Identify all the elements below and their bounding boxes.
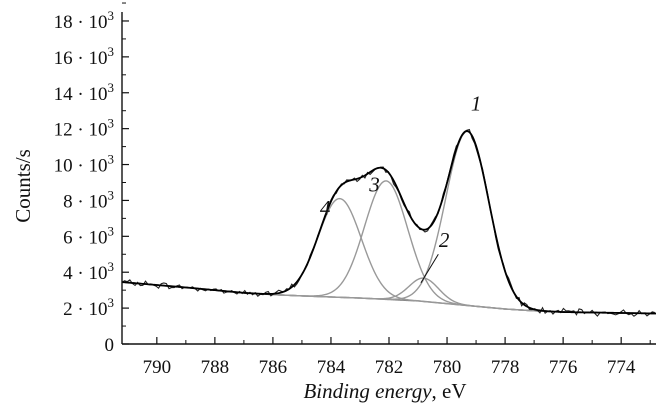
x-tick-label: 788 <box>201 357 230 378</box>
x-tick-label: 778 <box>491 357 520 378</box>
y-tick-label: 8 · 103 <box>63 187 114 212</box>
component-peak-4 <box>121 197 657 315</box>
component-peak-1 <box>121 130 657 315</box>
y-tick-label: 2 · 103 <box>63 295 114 320</box>
x-tick-label: 786 <box>259 357 288 378</box>
component-peak-3 <box>121 180 657 315</box>
peak-label-3: 3 <box>368 172 380 196</box>
fit-envelope-line <box>121 130 657 315</box>
y-tick-label: 18 · 103 <box>54 8 114 33</box>
x-tick-label: 774 <box>607 357 636 378</box>
peak-2-leader-line <box>420 254 439 284</box>
x-axis-ticks: 790 788 786 784 782 780 778 776 774 <box>143 337 651 378</box>
x-tick-label: 780 <box>433 357 462 378</box>
component-peak-2 <box>121 277 657 315</box>
peak-label-1: 1 <box>471 92 482 116</box>
y-tick-label: 12 · 103 <box>54 116 114 141</box>
y-tick-label: 10 · 103 <box>54 152 114 177</box>
peak-label-2: 2 <box>439 228 450 252</box>
x-tick-label: 784 <box>317 357 346 378</box>
y-tick-label: 14 · 103 <box>54 80 114 105</box>
y-tick-label: 0 <box>105 335 115 356</box>
x-tick-label: 776 <box>549 357 578 378</box>
x-axis-label: Binding energy, eV <box>303 379 466 403</box>
y-axis-label: Counts/s <box>11 149 35 223</box>
peak-label-4: 4 <box>320 196 331 220</box>
y-tick-label: 6 · 103 <box>63 223 114 248</box>
x-axis-label-unit: , eV <box>432 379 467 403</box>
x-tick-label: 790 <box>143 357 172 378</box>
plot-area <box>121 128 657 317</box>
peak-labels: 1 2 3 4 <box>320 92 481 252</box>
y-axis-ticks: 0 2 · 103 4 · 103 6 · 103 8 · 103 10 · 103 12 … <box>54 2 129 356</box>
y-tick-label: 16 · 103 <box>54 44 114 69</box>
x-axis-label-italic: Binding energy <box>303 379 432 403</box>
x-tick-label: 782 <box>375 357 404 378</box>
y-tick-label: 4 · 103 <box>63 259 114 284</box>
